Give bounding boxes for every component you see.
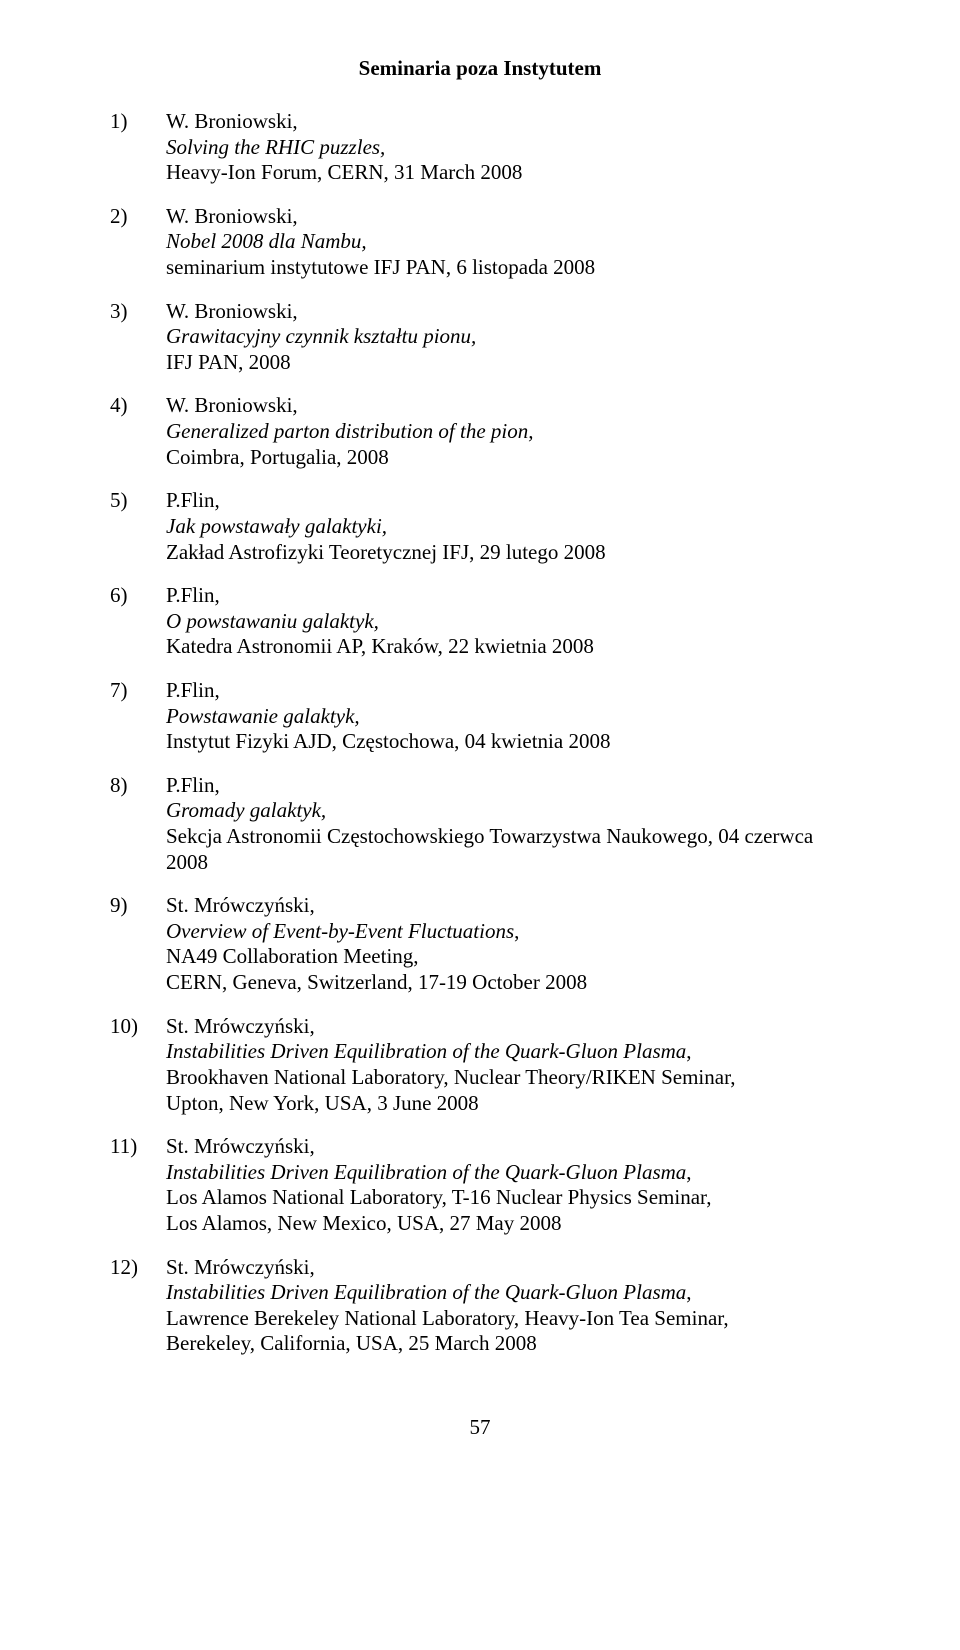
entry: 8)P.Flin,Gromady galaktyk,Sekcja Astrono…: [110, 773, 850, 875]
entry-body: St. Mrówczyński,Overview of Event-by-Eve…: [166, 893, 850, 995]
entry-presenter: W. Broniowski,: [166, 299, 850, 325]
entry-number: 9): [110, 893, 166, 995]
entry: 3)W. Broniowski,Grawitacyjny czynnik ksz…: [110, 299, 850, 376]
entry: 12)St. Mrówczyński,Instabilities Driven …: [110, 1255, 850, 1357]
entry-talk-title: Generalized parton distribution of the p…: [166, 419, 534, 443]
entry-talk-title: Grawitacyjny czynnik kształtu pionu,: [166, 324, 476, 348]
entry-presenter: St. Mrówczyński,: [166, 1134, 850, 1160]
entry-presenter: P.Flin,: [166, 583, 850, 609]
entry-talk-title: Nobel 2008 dla Nambu,: [166, 229, 367, 253]
entry-talk-title: Gromady galaktyk,: [166, 798, 326, 822]
entry: 6)P.Flin,O powstawaniu galaktyk,Katedra …: [110, 583, 850, 660]
entry-talk-line: Gromady galaktyk,: [166, 798, 850, 824]
entry-number: 6): [110, 583, 166, 660]
entry-venue: Los Alamos, New Mexico, USA, 27 May 2008: [166, 1211, 850, 1237]
entry-venue: Berekeley, California, USA, 25 March 200…: [166, 1331, 850, 1357]
entry-body: W. Broniowski,Grawitacyjny czynnik kszta…: [166, 299, 850, 376]
entry-number: 1): [110, 109, 166, 186]
entry-talk-line: Instabilities Driven Equilibration of th…: [166, 1280, 850, 1306]
entry: 4)W. Broniowski,Generalized parton distr…: [110, 393, 850, 470]
entry-number: 11): [110, 1134, 166, 1236]
entry-body: P.Flin,Jak powstawały galaktyki,Zakład A…: [166, 488, 850, 565]
entry-number: 12): [110, 1255, 166, 1357]
entry-number: 10): [110, 1014, 166, 1116]
entry-body: W. Broniowski,Solving the RHIC puzzles,H…: [166, 109, 850, 186]
entry-venue: Instytut Fizyki AJD, Częstochowa, 04 kwi…: [166, 729, 850, 755]
entry-list: 1)W. Broniowski,Solving the RHIC puzzles…: [110, 109, 850, 1357]
entry-talk-suffix: ,: [514, 919, 519, 943]
entry-venue: CERN, Geneva, Switzerland, 17-19 October…: [166, 970, 850, 996]
entry-body: P.Flin,Gromady galaktyk,Sekcja Astronomi…: [166, 773, 850, 875]
entry-talk-suffix: ,: [686, 1160, 691, 1184]
entry: 9)St. Mrówczyński,Overview of Event-by-E…: [110, 893, 850, 995]
entry-venue: NA49 Collaboration Meeting,: [166, 944, 850, 970]
page-number: 57: [110, 1415, 850, 1440]
entry-venue: Lawrence Berekeley National Laboratory, …: [166, 1306, 850, 1332]
entry-presenter: St. Mrówczyński,: [166, 1014, 850, 1040]
entry-body: St. Mrówczyński,Instabilities Driven Equ…: [166, 1134, 850, 1236]
entry-talk-line: Solving the RHIC puzzles,: [166, 135, 850, 161]
entry-talk-title: Overview of Event-by-Event Fluctuations: [166, 919, 514, 943]
entry-talk-line: Powstawanie galaktyk,: [166, 704, 850, 730]
entry-venue: Brookhaven National Laboratory, Nuclear …: [166, 1065, 850, 1091]
entry-body: P.Flin,Powstawanie galaktyk,Instytut Fiz…: [166, 678, 850, 755]
entry-number: 8): [110, 773, 166, 875]
entry-venue: seminarium instytutowe IFJ PAN, 6 listop…: [166, 255, 850, 281]
entry-venue: Upton, New York, USA, 3 June 2008: [166, 1091, 850, 1117]
entry-presenter: P.Flin,: [166, 678, 850, 704]
entry-venue: Los Alamos National Laboratory, T-16 Nuc…: [166, 1185, 850, 1211]
entry-presenter: St. Mrówczyński,: [166, 1255, 850, 1281]
entry-presenter: P.Flin,: [166, 488, 850, 514]
entry-talk-line: O powstawaniu galaktyk,: [166, 609, 850, 635]
entry: 5)P.Flin,Jak powstawały galaktyki,Zakład…: [110, 488, 850, 565]
entry-number: 7): [110, 678, 166, 755]
entry-presenter: W. Broniowski,: [166, 109, 850, 135]
entry-number: 3): [110, 299, 166, 376]
entry-presenter: W. Broniowski,: [166, 393, 850, 419]
entry-talk-title: Instabilities Driven Equilibration of th…: [166, 1160, 686, 1184]
entry-presenter: W. Broniowski,: [166, 204, 850, 230]
entry-presenter: St. Mrówczyński,: [166, 893, 850, 919]
entry-presenter: P.Flin,: [166, 773, 850, 799]
entry: 7)P.Flin,Powstawanie galaktyk,Instytut F…: [110, 678, 850, 755]
entry: 10)St. Mrówczyński,Instabilities Driven …: [110, 1014, 850, 1116]
page-title: Seminaria poza Instytutem: [110, 56, 850, 81]
entry-venue: Katedra Astronomii AP, Kraków, 22 kwietn…: [166, 634, 850, 660]
entry-talk-title: Solving the RHIC puzzles,: [166, 135, 385, 159]
entry-talk-line: Generalized parton distribution of the p…: [166, 419, 850, 445]
entry-body: P.Flin,O powstawaniu galaktyk,Katedra As…: [166, 583, 850, 660]
entry-talk-line: Instabilities Driven Equilibration of th…: [166, 1039, 850, 1065]
entry-venue: Coimbra, Portugalia, 2008: [166, 445, 850, 471]
entry-body: St. Mrówczyński,Instabilities Driven Equ…: [166, 1014, 850, 1116]
entry-talk-line: Overview of Event-by-Event Fluctuations,: [166, 919, 850, 945]
entry: 1)W. Broniowski,Solving the RHIC puzzles…: [110, 109, 850, 186]
entry-talk-title: Instabilities Driven Equilibration of th…: [166, 1039, 686, 1063]
entry-body: W. Broniowski,Generalized parton distrib…: [166, 393, 850, 470]
entry-venue: Heavy-Ion Forum, CERN, 31 March 2008: [166, 160, 850, 186]
entry-number: 4): [110, 393, 166, 470]
entry-talk-suffix: ,: [686, 1280, 691, 1304]
entry-venue: Sekcja Astronomii Częstochowskiego Towar…: [166, 824, 850, 875]
entry-talk-line: Nobel 2008 dla Nambu,: [166, 229, 850, 255]
entry-body: St. Mrówczyński,Instabilities Driven Equ…: [166, 1255, 850, 1357]
entry-talk-title: Instabilities Driven Equilibration of th…: [166, 1280, 686, 1304]
entry-talk-line: Grawitacyjny czynnik kształtu pionu,: [166, 324, 850, 350]
entry: 2)W. Broniowski,Nobel 2008 dla Nambu,sem…: [110, 204, 850, 281]
entry-talk-title: Powstawanie galaktyk,: [166, 704, 360, 728]
entry-venue: IFJ PAN, 2008: [166, 350, 850, 376]
entry-talk-suffix: ,: [686, 1039, 691, 1063]
entry-talk-title: Jak powstawały galaktyki,: [166, 514, 387, 538]
entry-talk-title: O powstawaniu galaktyk,: [166, 609, 379, 633]
entry-body: W. Broniowski,Nobel 2008 dla Nambu,semin…: [166, 204, 850, 281]
entry: 11)St. Mrówczyński,Instabilities Driven …: [110, 1134, 850, 1236]
entry-talk-line: Instabilities Driven Equilibration of th…: [166, 1160, 850, 1186]
entry-number: 5): [110, 488, 166, 565]
entry-venue: Zakład Astrofizyki Teoretycznej IFJ, 29 …: [166, 540, 850, 566]
entry-number: 2): [110, 204, 166, 281]
entry-talk-line: Jak powstawały galaktyki,: [166, 514, 850, 540]
